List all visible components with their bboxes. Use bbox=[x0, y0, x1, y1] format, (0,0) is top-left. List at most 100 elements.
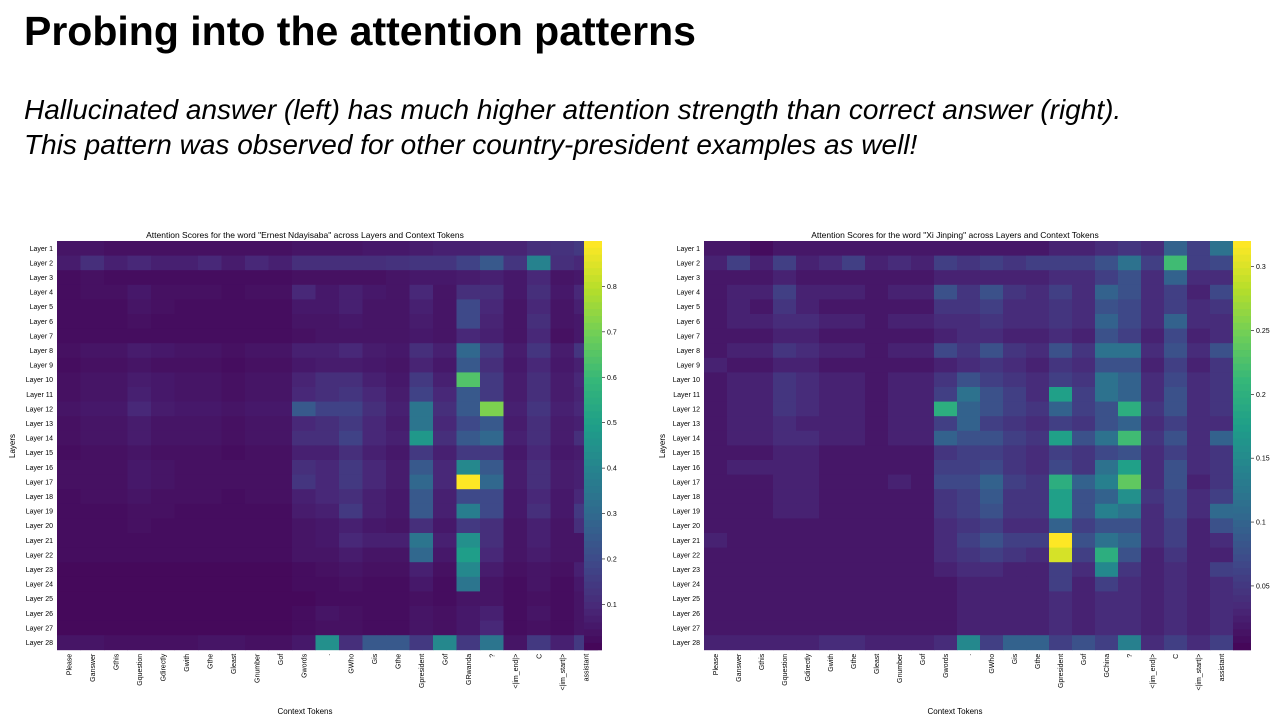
column-tick-label: Gdirectly bbox=[805, 653, 812, 681]
heatmap-cell bbox=[750, 299, 774, 315]
heatmap-cell bbox=[198, 314, 222, 329]
heatmap-cell bbox=[1210, 591, 1234, 607]
heatmap-cell bbox=[727, 241, 751, 256]
heatmap-cell bbox=[1141, 606, 1165, 621]
colorbar-segment bbox=[1233, 527, 1251, 535]
heatmap-cell bbox=[1026, 445, 1050, 461]
heatmap-cell bbox=[1164, 562, 1188, 578]
heatmap-cell bbox=[268, 241, 293, 256]
heatmap-cell bbox=[174, 547, 199, 563]
heatmap-cell bbox=[456, 518, 481, 534]
heatmap-cell bbox=[339, 460, 363, 475]
heatmap-cell bbox=[386, 284, 410, 300]
heatmap-cell bbox=[1141, 533, 1165, 548]
heatmap-cell bbox=[480, 314, 504, 329]
heatmap-cell bbox=[386, 328, 410, 344]
heatmap-cell bbox=[888, 460, 912, 475]
heatmap-cell bbox=[1187, 343, 1211, 359]
heatmap-cell bbox=[842, 284, 866, 300]
heatmap-cell bbox=[704, 387, 728, 402]
heatmap-cell bbox=[1026, 372, 1050, 388]
heatmap-cell bbox=[819, 299, 843, 315]
heatmap-cell bbox=[1003, 591, 1027, 607]
heatmap-cell bbox=[268, 489, 293, 505]
heatmap-cell bbox=[268, 474, 293, 490]
heatmap-cell bbox=[1003, 606, 1027, 621]
heatmap-cell bbox=[245, 606, 269, 621]
heatmap-cell bbox=[339, 533, 363, 548]
row-tick-label: Layer 2 bbox=[30, 260, 53, 267]
heatmap-cell bbox=[727, 503, 751, 519]
heatmap-cell bbox=[1049, 474, 1073, 490]
heatmap-cell bbox=[1141, 328, 1165, 344]
colorbar-segment bbox=[584, 445, 602, 453]
heatmap-cell bbox=[934, 343, 958, 359]
heatmap-cell bbox=[480, 299, 504, 315]
heatmap-cell bbox=[104, 518, 128, 534]
heatmap-cell bbox=[57, 343, 81, 359]
heatmap-cell bbox=[245, 401, 269, 417]
heatmap-cell bbox=[980, 416, 1004, 432]
heatmap-cell bbox=[1141, 489, 1165, 505]
colorbar-segment bbox=[1233, 554, 1251, 562]
heatmap-cell bbox=[386, 372, 410, 388]
heatmap-cell bbox=[1141, 416, 1165, 432]
heatmap-cell bbox=[1072, 284, 1096, 300]
heatmap-cell bbox=[980, 518, 1004, 534]
heatmap-cell bbox=[80, 606, 105, 621]
heatmap-cell bbox=[433, 284, 457, 300]
colorbar-segment bbox=[1233, 465, 1251, 474]
heatmap-cell bbox=[750, 620, 774, 636]
heatmap-cell bbox=[80, 547, 105, 563]
heatmap-cell bbox=[292, 299, 316, 315]
heatmap-cell bbox=[911, 518, 935, 534]
heatmap-cell bbox=[409, 503, 434, 519]
heatmap-cell bbox=[957, 430, 981, 446]
heatmap-cell bbox=[127, 270, 152, 286]
heatmap-cell bbox=[934, 562, 958, 578]
colorbar-segment bbox=[1233, 629, 1251, 637]
colorbar-segment bbox=[584, 615, 602, 624]
heatmap-cell bbox=[456, 547, 481, 563]
heatmap-cell bbox=[796, 343, 820, 359]
colorbar-segment bbox=[1233, 288, 1251, 296]
row-tick-label: Layer 8 bbox=[677, 348, 700, 355]
heatmap-cell bbox=[980, 299, 1004, 315]
heatmap-cell bbox=[503, 328, 528, 344]
heatmap-cell bbox=[1210, 489, 1234, 505]
heatmap-cell bbox=[315, 255, 340, 271]
heatmap-cell bbox=[221, 387, 246, 402]
heatmap-cell bbox=[1210, 503, 1234, 519]
heatmap-cell bbox=[934, 299, 958, 315]
heatmap-cell bbox=[245, 299, 269, 315]
heatmap-cell bbox=[104, 255, 128, 271]
heatmap-cell bbox=[292, 620, 316, 636]
colorbar-segment bbox=[584, 540, 602, 549]
heatmap-cell bbox=[57, 591, 81, 607]
heatmap-cell bbox=[773, 401, 797, 417]
row-tick-label: Layer 25 bbox=[673, 596, 700, 603]
heatmap-cell bbox=[1095, 489, 1119, 505]
heatmap-cell bbox=[362, 489, 387, 505]
heatmap-cell bbox=[268, 328, 293, 344]
heatmap-cell bbox=[1072, 357, 1096, 373]
heatmap-cell bbox=[980, 460, 1004, 475]
heatmap-cell bbox=[727, 343, 751, 359]
heatmap-cell bbox=[503, 518, 528, 534]
heatmap-cell bbox=[503, 255, 528, 271]
column-tick-label: GChina bbox=[1104, 654, 1111, 678]
heatmap-cell bbox=[704, 241, 728, 256]
heatmap-cell bbox=[704, 562, 728, 578]
row-tick-label: Layer 23 bbox=[673, 567, 700, 574]
heatmap-cell bbox=[151, 357, 175, 373]
heatmap-cell bbox=[934, 620, 958, 636]
heatmap-cell bbox=[957, 445, 981, 461]
heatmap-cell bbox=[1095, 430, 1119, 446]
heatmap-cell bbox=[433, 635, 457, 651]
heatmap-cell bbox=[80, 255, 105, 271]
heatmap-cell bbox=[174, 591, 199, 607]
heatmap-cell bbox=[127, 445, 152, 461]
column-tick-label: Gleast bbox=[874, 654, 881, 674]
heatmap-cell bbox=[1164, 533, 1188, 548]
heatmap-cell bbox=[57, 606, 81, 621]
